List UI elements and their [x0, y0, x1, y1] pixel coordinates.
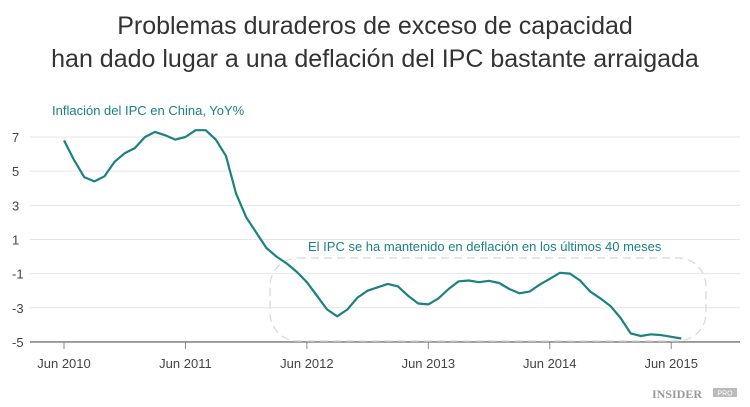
y-tick-label: 5: [12, 164, 19, 179]
y-tick-label: -1: [12, 267, 24, 282]
x-tick-label: Jun 2011: [159, 356, 212, 371]
insider-pro-logo: INSIDER PRO: [652, 387, 737, 401]
x-tick-label: Jun 2012: [280, 356, 334, 371]
svg-text:PRO: PRO: [717, 391, 733, 398]
chart-title-line-1: Problemas duraderos de exceso de capacid…: [117, 12, 633, 40]
x-tick-label: Jun 2015: [644, 356, 698, 371]
chart-title-line-2: han dado lugar a una deflación del IPC b…: [51, 45, 699, 73]
deflation-highlight-box: [269, 257, 707, 342]
series-line: [63, 129, 682, 340]
svg-text:INSIDER: INSIDER: [652, 387, 702, 401]
x-tick-label: Jun 2010: [37, 356, 91, 371]
y-tick-label: -3: [12, 301, 24, 316]
x-tick-label: Jun 2014: [523, 356, 577, 371]
y-tick-label: 7: [12, 130, 19, 145]
x-axis: Jun 2010 Jun 2011 Jun 2012 Jun 2013 Jun 2014…: [30, 341, 740, 371]
y-tick-label: 3: [12, 198, 19, 213]
x-tick-label: Jun 2013: [402, 356, 456, 371]
series-label: Inflación del IPC en China, YoY%: [52, 103, 245, 118]
y-axis: 7 5 3 1 -1 -3 -5: [12, 130, 24, 350]
gridlines: [30, 136, 740, 309]
y-tick-label: 1: [12, 232, 19, 247]
annotation: El IPC se ha mantenido en deflación en l…: [308, 239, 662, 254]
y-tick-label: -5: [12, 335, 24, 350]
